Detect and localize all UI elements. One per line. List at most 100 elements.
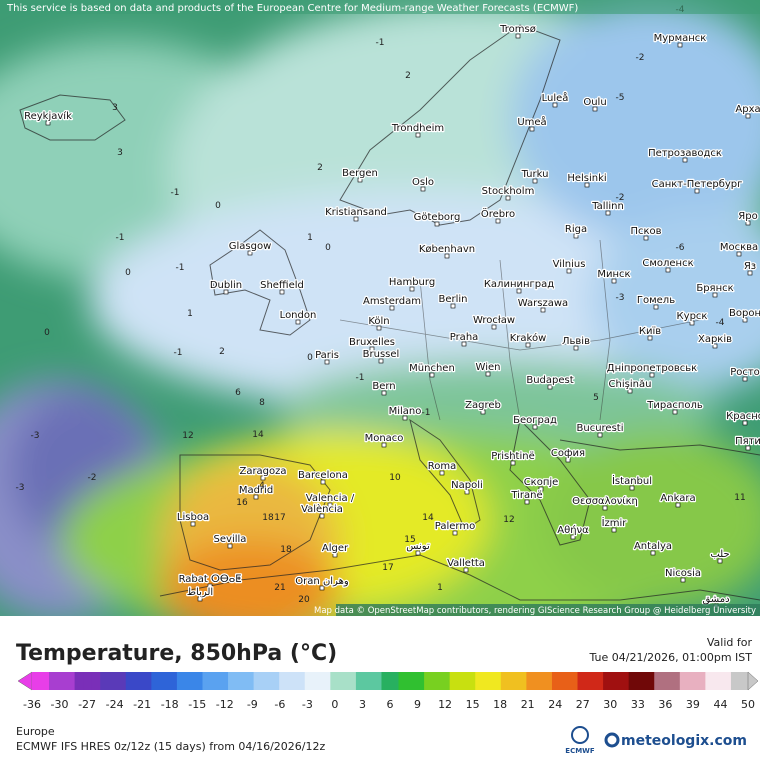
colorbar-swatch — [492, 672, 502, 690]
colorbar-tick-label: -3 — [302, 698, 313, 711]
colorbar-swatch — [441, 672, 451, 690]
city-marker — [611, 527, 617, 533]
colorbar-tick-label: 15 — [466, 698, 480, 711]
colorbar-swatch — [509, 672, 519, 690]
city-label: Арха — [735, 104, 760, 115]
city-label: Красно — [726, 411, 760, 422]
colorbar-tick-label: 50 — [741, 698, 755, 711]
city-marker — [444, 253, 450, 259]
site-icon — [604, 732, 620, 748]
city-label: Köln — [368, 316, 389, 327]
colorbar-swatch — [253, 672, 263, 690]
region: Europe — [16, 725, 55, 738]
city-marker — [227, 543, 233, 549]
colorbar-swatch — [83, 672, 93, 690]
contour-label: 0 — [215, 201, 221, 211]
city-label: Prishtinë — [491, 451, 534, 462]
city-label: Helsinki — [567, 173, 606, 184]
city-marker — [675, 502, 681, 508]
city-label: Zaragoza — [239, 466, 286, 477]
city-label: Минск — [597, 269, 630, 280]
colorbar-swatch — [245, 672, 255, 690]
legend-panel: Temperature, 850hPa (°C) Valid for Tue 0… — [16, 636, 759, 755]
city-marker — [429, 372, 435, 378]
city-label: Antalya — [634, 541, 672, 552]
city-marker — [485, 371, 491, 377]
colorbar-tick-label: 36 — [658, 698, 672, 711]
city-label: Београд — [513, 415, 557, 426]
city-marker — [532, 178, 538, 184]
city-marker — [745, 113, 751, 119]
contour-label: 17 — [274, 513, 285, 523]
colorbar-swatch — [594, 672, 604, 690]
city-marker — [505, 195, 511, 201]
city-marker — [452, 530, 458, 536]
colorbar-swatch — [381, 672, 391, 690]
contour-label: 4 — [259, 481, 265, 491]
contour-label: 16 — [236, 498, 248, 508]
city-label: Sheffield — [260, 280, 304, 291]
city-label: Stockholm — [482, 186, 535, 197]
colorbar-swatch — [279, 672, 289, 690]
colorbar-swatch — [560, 672, 570, 690]
colorbar-swatch — [432, 672, 442, 690]
contour-label: 5 — [593, 393, 599, 403]
city-marker — [584, 182, 590, 188]
city-marker — [381, 442, 387, 448]
colorbar-tick-label: -27 — [78, 698, 96, 711]
city-label: Oulu — [583, 97, 606, 108]
colorbar-swatch — [543, 672, 553, 690]
attribution-backdrop — [336, 604, 760, 616]
city-marker — [653, 304, 659, 310]
colorbar-swatch — [193, 672, 203, 690]
colorbar-swatch — [483, 672, 493, 690]
city-marker — [415, 132, 421, 138]
city-label: Milano — [389, 406, 422, 417]
city-marker — [450, 303, 456, 309]
city-label: Reykjavík — [24, 110, 72, 122]
city-label: Kraków — [510, 332, 547, 344]
city-marker — [369, 346, 375, 352]
city-marker — [207, 583, 213, 589]
colorbar-swatch — [713, 672, 723, 690]
city-marker — [319, 513, 325, 519]
city-marker — [319, 585, 325, 591]
colorbar-swatch — [108, 672, 118, 690]
colorbar-tick-label: -6 — [274, 698, 285, 711]
colorbar-swatch — [364, 672, 374, 690]
colorbar-swatch — [49, 672, 59, 690]
colorbar-swatch — [372, 672, 382, 690]
city-marker — [279, 289, 285, 295]
city-label: Калининград — [484, 279, 554, 290]
contour-label: 10 — [389, 473, 401, 483]
ecmwf-logo: ECMWF — [565, 726, 595, 755]
colorbar-swatch — [168, 672, 178, 690]
city-label: Madrid — [239, 485, 273, 496]
contour-label: 6 — [235, 388, 241, 398]
city-labels: Reykjavík Tromsø Мурманск Luleå Oulu Арха Umeå… — [23, 23, 760, 609]
contour-label: 15 — [404, 535, 415, 545]
city-label: Valencia / — [306, 493, 355, 504]
city-marker — [742, 317, 748, 323]
city-marker — [747, 270, 753, 276]
colorbar-swatch — [407, 672, 417, 690]
city-label: Warszawa — [518, 298, 568, 309]
colorbar-swatch — [338, 672, 348, 690]
city-label: Bergen — [342, 168, 378, 179]
city-label: Monaco — [365, 433, 404, 444]
contour-label: 18 — [262, 513, 274, 523]
contour-label: 1 — [187, 309, 193, 319]
city-marker — [665, 267, 671, 273]
contour-label: 18 — [280, 545, 292, 555]
colorbar-swatch — [117, 672, 127, 690]
colorbar-tick-label: 6 — [387, 698, 394, 711]
colorbar-swatch — [270, 672, 280, 690]
colorbar-tick-label: -18 — [161, 698, 179, 711]
city-marker — [672, 409, 678, 415]
colorbar-swatch — [586, 672, 596, 690]
colorbar-swatch — [125, 672, 135, 690]
city-label: Пяти — [735, 436, 760, 447]
city-label: Смоленск — [642, 258, 693, 269]
city-marker — [592, 106, 598, 112]
city-marker — [415, 550, 421, 556]
